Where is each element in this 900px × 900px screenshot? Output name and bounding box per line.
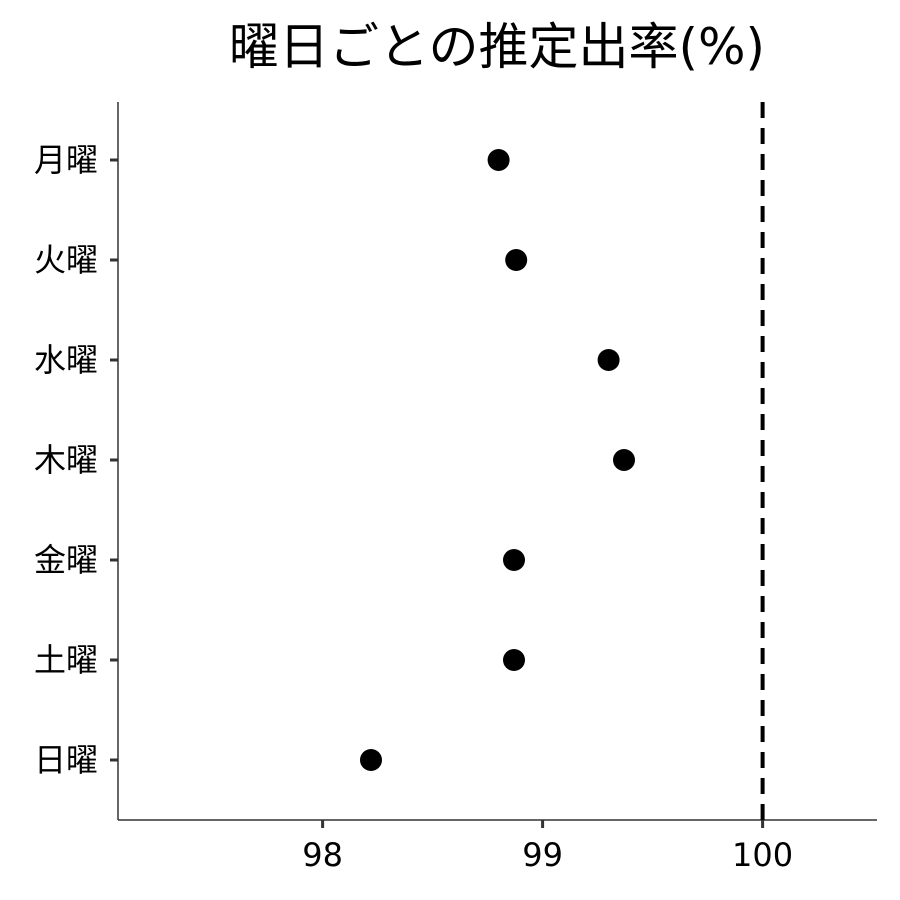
y-tick-label: 木曜 — [34, 441, 98, 479]
data-point — [487, 149, 510, 171]
data-point — [503, 549, 525, 571]
x-tick-label: 100 — [732, 836, 793, 874]
y-tick-label: 水曜 — [34, 341, 98, 379]
data-point — [613, 449, 635, 471]
y-tick-label: 金曜 — [34, 541, 98, 579]
y-tick-label: 火曜 — [34, 241, 98, 279]
x-tick-label: 99 — [522, 836, 563, 874]
data-point — [503, 649, 525, 671]
data-points — [360, 149, 635, 771]
data-point — [505, 249, 528, 271]
x-ticks: 98 99 100 — [302, 820, 793, 874]
x-tick-label: 98 — [302, 836, 343, 874]
y-tick-label: 土曜 — [34, 641, 98, 679]
chart-title: 曜日ごとの推定出率(%) — [229, 18, 765, 76]
y-tick-label: 日曜 — [34, 741, 98, 779]
data-point — [360, 749, 382, 771]
y-tick-label: 月曜 — [34, 141, 98, 179]
data-point — [597, 349, 620, 371]
